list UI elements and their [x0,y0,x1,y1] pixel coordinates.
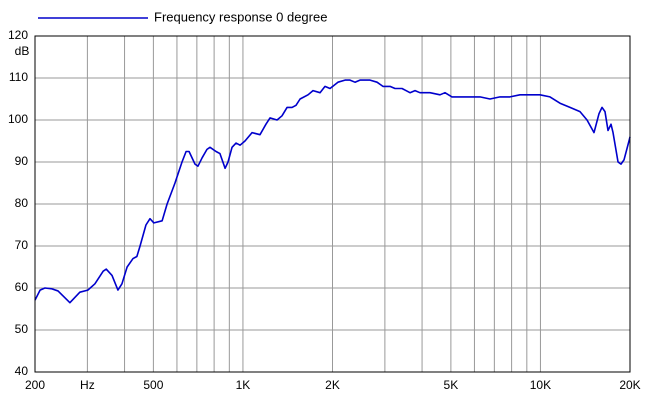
y-tick-label: 60 [15,280,29,294]
x-tick-label: 5K [444,378,459,392]
y-tick-label: 110 [9,70,28,84]
y-axis-label: dB [15,44,30,58]
x-tick-label: 200 [25,378,45,392]
legend-label: Frequency response 0 degree [154,9,327,24]
x-tick-label: 1K [236,378,251,392]
x-tick-label: Hz [80,378,95,392]
grid-layer [34,35,631,373]
x-tick-label: 2K [325,378,340,392]
y-tick-label: 90 [15,154,29,168]
y-tick-label: 40 [15,364,29,378]
y-tick-label: 70 [15,238,29,252]
x-tick-label: 10K [530,378,551,392]
data-line [34,79,631,304]
y-tick-label: 80 [15,196,29,210]
x-tick-label: 500 [143,378,163,392]
x-tick-label: 20K [619,378,640,392]
y-tick-label: 50 [15,322,29,336]
y-tick-label: 120 [8,28,28,42]
plot-frame [34,35,631,373]
plot-layer [34,79,631,304]
y-tick-label: 100 [8,112,28,126]
